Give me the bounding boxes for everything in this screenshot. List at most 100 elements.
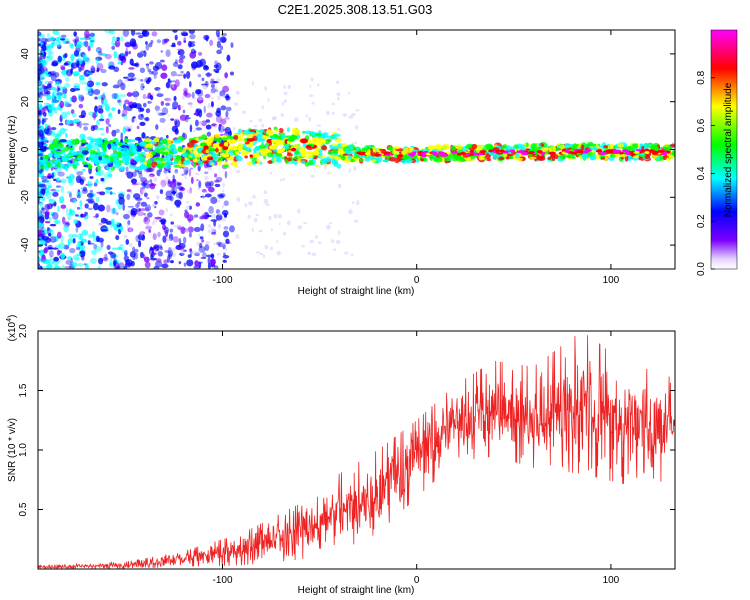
heatmap-cell	[42, 112, 47, 117]
heatmap-cell	[210, 91, 213, 95]
heatmap-cell	[214, 137, 221, 143]
heatmap-cell	[215, 176, 223, 183]
heatmap-cell	[122, 76, 129, 79]
heatmap-cell	[190, 61, 199, 69]
heatmap-cell	[159, 246, 163, 251]
heatmap-cell	[244, 155, 249, 159]
heatmap-cell	[139, 208, 147, 212]
heatmap-cell	[128, 164, 134, 169]
heatmap-cell	[188, 103, 193, 106]
heatmap-cell	[126, 224, 129, 229]
heatmap-cell	[63, 62, 69, 66]
heatmap-cell	[185, 117, 191, 120]
heatmap-cell	[97, 169, 105, 177]
heatmap-cell	[192, 150, 197, 156]
heatmap-cell	[62, 40, 66, 44]
heatmap-cell	[124, 259, 130, 263]
heatmap-cell	[92, 111, 97, 115]
heatmap-cell	[371, 159, 377, 163]
heatmap-cell	[633, 155, 640, 159]
heatmap-cell	[41, 154, 50, 160]
heatmap-cell	[204, 175, 209, 181]
heatmap-cell	[114, 139, 119, 142]
heatmap-cell	[53, 237, 57, 243]
heatmap-cell	[160, 100, 165, 106]
heatmap-cell	[80, 110, 86, 119]
heatmap-cell	[307, 251, 312, 256]
heatmap-peak	[279, 140, 284, 145]
heatmap-cell	[57, 31, 61, 36]
heatmap-cell	[41, 84, 45, 90]
heatmap-cell	[123, 161, 131, 165]
heatmap-cell	[46, 50, 55, 56]
heatmap-cell	[116, 36, 120, 42]
heatmap-cell	[154, 61, 163, 70]
heatmap-cell	[92, 231, 95, 238]
heatmap-cell	[158, 209, 165, 216]
heatmap-cell	[111, 129, 117, 137]
heatmap-cell	[49, 250, 54, 258]
heatmap-cell	[117, 61, 122, 65]
heatmap-cell	[205, 149, 209, 154]
snr-ticks: -100 0 100 0.5 1.0 1.5 2.0	[18, 324, 675, 586]
heatmap-cell	[210, 162, 214, 166]
heatmap-cell	[115, 128, 120, 133]
heatmap-cell	[321, 145, 328, 151]
heatmap-cell	[135, 197, 143, 201]
heatmap-cell	[41, 44, 47, 52]
heatmap-cell	[148, 70, 154, 75]
colorbar-frame	[710, 29, 738, 270]
heatmap-cell	[151, 220, 156, 226]
heatmap-cell	[50, 188, 57, 192]
heatmap-peak	[469, 152, 474, 156]
heatmap-cell	[206, 131, 212, 137]
colorbar: 0.0 0.2 0.4 0.6 0.8 Normalized spectral ampl…	[696, 29, 738, 276]
heatmap-cell	[45, 55, 51, 59]
heatmap-cell	[227, 131, 232, 137]
heatmap-cell	[215, 147, 219, 153]
heatmap-cell	[64, 82, 71, 88]
heatmap-cell	[60, 38, 66, 41]
heatmap-cell	[99, 152, 107, 156]
heatmap-cell	[45, 182, 53, 187]
spectrogram-y-tick-label: 40	[20, 48, 31, 60]
heatmap-cell	[210, 83, 215, 89]
spectrogram-y-label: Frequency (Hz)	[7, 116, 18, 185]
heatmap-cell	[639, 143, 644, 147]
heatmap-cell	[151, 252, 157, 256]
heatmap-cell	[78, 94, 85, 102]
heatmap-cell	[53, 256, 60, 262]
heatmap-peak	[365, 152, 370, 156]
heatmap-cell	[122, 109, 128, 117]
heatmap-cell	[117, 109, 121, 115]
heatmap-cell	[344, 251, 349, 255]
colorbar-tick-label: 0.8	[696, 70, 707, 84]
heatmap-cell	[208, 205, 214, 214]
heatmap-cell	[84, 211, 88, 216]
heatmap-cell	[204, 180, 211, 187]
heatmap-cell	[41, 207, 45, 211]
heatmap-cell	[81, 143, 85, 147]
heatmap-cell	[193, 226, 201, 233]
heatmap-cell	[43, 86, 49, 95]
heatmap-cell	[156, 163, 164, 169]
heatmap-cell	[105, 186, 111, 194]
heatmap-cell	[159, 59, 165, 63]
heatmap-peak	[299, 138, 308, 144]
heatmap-cell	[224, 72, 228, 79]
heatmap-cell	[309, 239, 314, 244]
heatmap-cell	[156, 258, 162, 263]
heatmap-cell	[137, 136, 142, 140]
heatmap-cell	[662, 155, 667, 161]
heatmap-cell	[560, 155, 567, 160]
heatmap-peak	[206, 156, 214, 161]
heatmap-cell	[80, 213, 84, 218]
heatmap-cell	[94, 105, 98, 113]
heatmap-cell	[62, 73, 67, 77]
heatmap-cell	[170, 80, 176, 83]
heatmap-cell	[38, 216, 42, 219]
heatmap-cell	[122, 213, 130, 220]
heatmap-cell	[405, 158, 413, 164]
heatmap-cell	[207, 105, 212, 109]
heatmap-cell	[219, 36, 227, 43]
